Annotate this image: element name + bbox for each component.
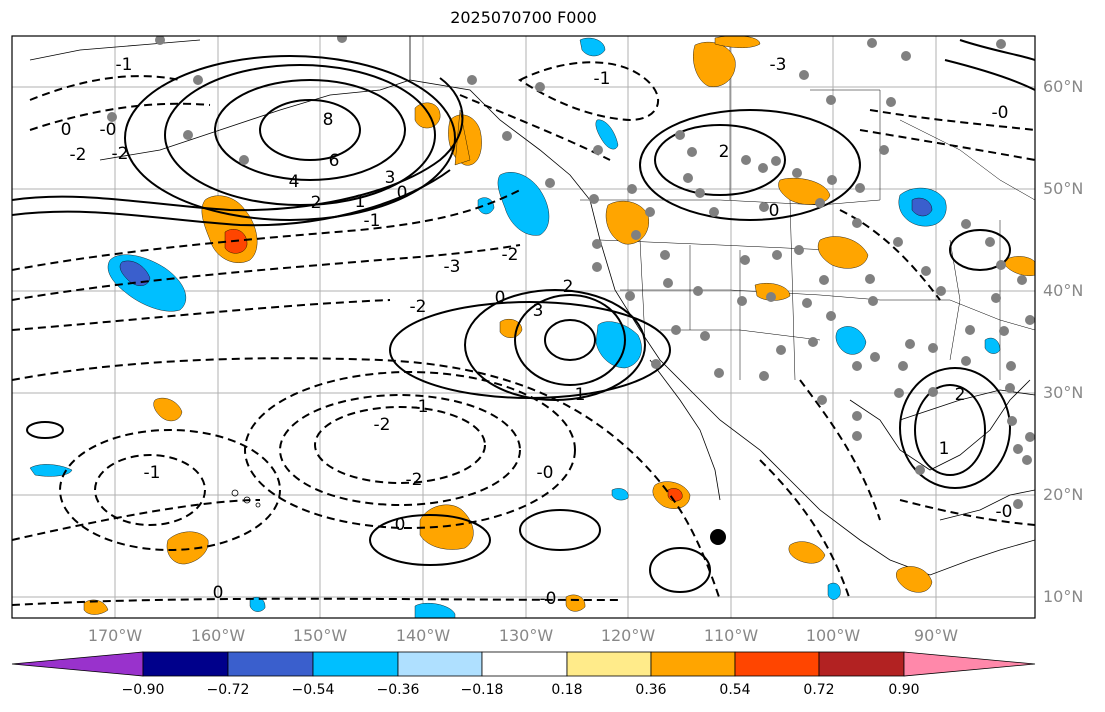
shading-positive xyxy=(83,36,1035,615)
contour-label: -0 xyxy=(537,463,554,483)
contour-label: -1 xyxy=(594,69,611,89)
contour-label: 2 xyxy=(719,142,730,162)
contour-label: -2 xyxy=(374,415,391,435)
colorbar-tick-label: 0.54 xyxy=(719,682,751,698)
contour-label: -3 xyxy=(444,257,461,277)
colorbar-segment xyxy=(312,651,399,677)
colorbar-segment xyxy=(397,651,483,677)
contour-label: -0 xyxy=(100,120,117,140)
contour-label: 3 xyxy=(533,301,544,321)
lat-label: 30°N xyxy=(1043,383,1084,402)
lat-label: 10°N xyxy=(1043,587,1084,606)
lon-label: 110°W xyxy=(703,626,759,645)
lat-label: 40°N xyxy=(1043,281,1084,300)
contour-label: -0 xyxy=(992,103,1009,123)
lat-label: 60°N xyxy=(1043,77,1084,96)
colorbar-segment xyxy=(734,651,820,677)
map-title: 2025070700 F000 xyxy=(450,8,597,27)
lon-label: 160°W xyxy=(190,626,246,645)
contour-label: 0 xyxy=(769,201,780,221)
colorbar-extend-min xyxy=(11,651,144,677)
contour-labels: 8 6 4 3 2 1 0 -1 -2 -3 -2 -1 -0 -2 -2 -1… xyxy=(61,55,1013,609)
colorbar-tick-label: 0.36 xyxy=(635,682,667,698)
colorbar-tick-label: −0.72 xyxy=(206,682,250,698)
colorbar-tick-label: 0.90 xyxy=(888,682,920,698)
contour-label: -2 xyxy=(502,245,519,265)
contour-label: -1 xyxy=(412,397,429,417)
contour-label: 0 xyxy=(395,515,406,535)
contour-label: -1 xyxy=(144,463,161,483)
contour-label: 0 xyxy=(495,288,506,308)
contour-label: 3 xyxy=(385,168,396,188)
map-frame xyxy=(11,35,1036,619)
contour-label: 4 xyxy=(289,172,300,192)
contour-label: -3 xyxy=(770,55,787,75)
contour-label: -2 xyxy=(410,297,427,317)
contour-label: 2 xyxy=(311,193,322,213)
colorbar-segment xyxy=(142,651,229,677)
contour-label: 2 xyxy=(563,277,574,297)
contour-label: 0 xyxy=(61,120,72,140)
colorbar-extend-max xyxy=(903,651,1036,677)
lat-label: 20°N xyxy=(1043,485,1084,504)
contour-label: 6 xyxy=(329,151,340,171)
contours-positive xyxy=(12,39,1035,593)
marker-dot xyxy=(710,529,726,545)
colorbar-tick-label: −0.36 xyxy=(376,682,420,698)
colorbar xyxy=(11,651,1036,677)
lon-label: 130°W xyxy=(498,626,554,645)
contour-label: 1 xyxy=(575,385,586,405)
colorbar-segment xyxy=(481,651,568,677)
contour-label: -0 xyxy=(540,589,557,609)
colorbar-segment xyxy=(566,651,652,677)
contour-label: 8 xyxy=(323,110,334,130)
lon-label: 120°W xyxy=(600,626,656,645)
shading-negative xyxy=(29,37,1001,618)
lat-label: 50°N xyxy=(1043,179,1084,198)
contour-label: -1 xyxy=(364,211,381,231)
contour-label: -1 xyxy=(116,55,133,75)
colorbar-segment xyxy=(818,651,905,677)
contour-label: 0 xyxy=(213,583,224,603)
contours-negative xyxy=(12,61,1035,606)
contour-label: 1 xyxy=(939,439,950,459)
colorbar-segment xyxy=(227,651,314,677)
colorbar-tick-label: −0.90 xyxy=(121,682,165,698)
contour-label: -2 xyxy=(406,470,423,490)
lon-label: 150°W xyxy=(292,626,348,645)
contour-label: 2 xyxy=(955,385,966,405)
lon-label: 170°W xyxy=(87,626,143,645)
contour-label: -0 xyxy=(996,502,1013,522)
colorbar-tick-label: −0.18 xyxy=(460,682,504,698)
lon-label: 90°W xyxy=(913,626,959,645)
contour-label: 1 xyxy=(355,192,366,212)
contour-label: -2 xyxy=(70,145,87,165)
station-dots xyxy=(107,36,1035,509)
contour-label: -2 xyxy=(112,144,129,164)
colorbar-tick-label: −0.54 xyxy=(291,682,335,698)
lon-label: 100°W xyxy=(805,626,861,645)
lon-label: 140°W xyxy=(395,626,451,645)
contour-label: 0 xyxy=(397,183,408,203)
graticule xyxy=(12,36,1035,618)
colorbar-tick-label: 0.72 xyxy=(803,682,835,698)
colorbar-tick-label: 0.18 xyxy=(551,682,583,698)
colorbar-segment xyxy=(650,651,736,677)
